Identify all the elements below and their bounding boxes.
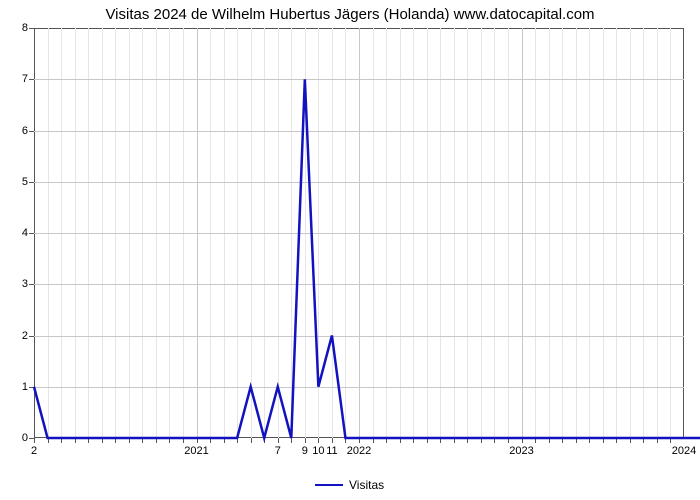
x-axis-label: 7	[275, 445, 281, 457]
x-tick	[318, 438, 319, 443]
legend: Visitas	[315, 478, 384, 492]
x-axis-label: 11	[326, 445, 337, 457]
y-axis-label: 3	[12, 278, 28, 290]
y-axis-label: 6	[12, 125, 28, 137]
x-axis-label: 10	[312, 445, 324, 457]
x-tick	[305, 438, 306, 443]
series-line	[34, 28, 684, 438]
y-axis-label: 2	[12, 330, 28, 342]
x-tick	[251, 438, 252, 443]
x-tick	[291, 438, 292, 443]
x-tick	[278, 438, 279, 443]
y-axis-label: 5	[12, 176, 28, 188]
y-axis-label: 4	[12, 227, 28, 239]
chart-title: Visitas 2024 de Wilhelm Hubertus Jägers …	[0, 6, 700, 23]
legend-swatch	[315, 484, 343, 486]
x-axis-label: 2024	[672, 445, 696, 457]
x-axis-label: 2023	[509, 445, 533, 457]
legend-label: Visitas	[349, 478, 384, 492]
y-tick	[29, 438, 34, 439]
x-tick	[332, 438, 333, 443]
x-axis-label: 2021	[184, 445, 208, 457]
x-axis-label: 2022	[347, 445, 371, 457]
y-axis-label: 8	[12, 22, 28, 34]
x-axis-label: 2	[31, 445, 37, 457]
x-axis-label: 9	[302, 445, 308, 457]
x-tick	[34, 438, 35, 443]
y-axis-label: 0	[12, 432, 28, 444]
y-axis-label: 7	[12, 73, 28, 85]
chart-container: Visitas 2024 de Wilhelm Hubertus Jägers …	[0, 0, 700, 500]
plot-area: 220217910112022202320246012345678	[34, 28, 684, 438]
y-axis-label: 1	[12, 381, 28, 393]
